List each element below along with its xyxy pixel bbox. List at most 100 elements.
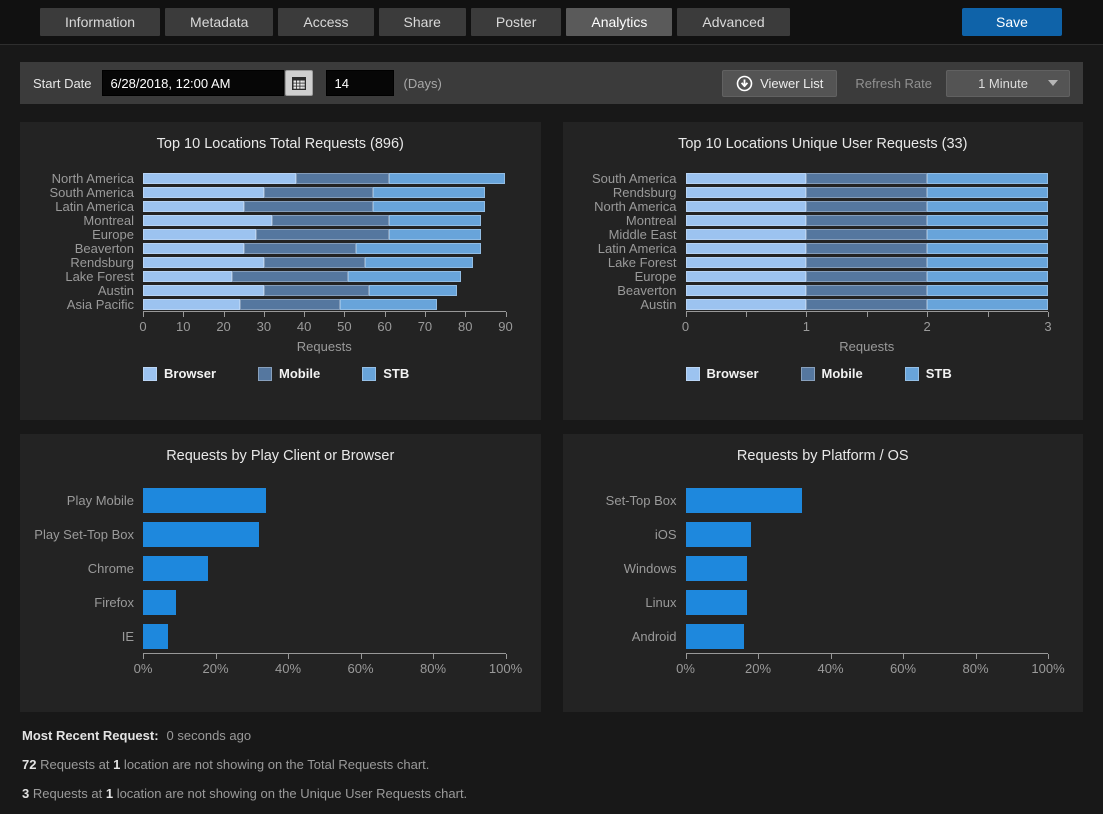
viewer-list-button[interactable]: Viewer List — [722, 69, 838, 97]
bar — [143, 623, 169, 649]
bar-segment-stb — [927, 256, 1048, 268]
tab-information[interactable]: Information — [40, 8, 161, 36]
most-recent-request-label: Most Recent Request: — [22, 728, 159, 743]
bar-row: Set-Top Box — [563, 483, 1084, 517]
chart-bars: South America Rendsburg North America Montr… — [563, 171, 1084, 312]
tab-analytics[interactable]: Analytics — [566, 8, 673, 36]
tab-metadata[interactable]: Metadata — [165, 8, 274, 36]
category-label: North America — [51, 170, 134, 186]
bar-track — [685, 297, 1049, 311]
bar-segment-mobile — [806, 214, 928, 226]
bar-row: Europe — [20, 227, 541, 242]
bar-segment-stb — [927, 172, 1048, 184]
bar-segment-mobile — [255, 228, 389, 240]
bar-segment-browser — [143, 214, 272, 226]
axis-tick — [903, 654, 904, 659]
start-date-input[interactable] — [101, 70, 284, 96]
category-label: Rendsburg — [70, 254, 134, 270]
category-label: Middle East — [608, 226, 677, 242]
charts-grid: Top 10 Locations Total Requests (896) Nor… — [20, 122, 1083, 712]
bar-track — [685, 171, 1049, 185]
axis-tick — [975, 654, 977, 659]
chart-panel-total-requests: Top 10 Locations Total Requests (896) Nor… — [20, 122, 541, 420]
calendar-button[interactable] — [284, 70, 313, 96]
bar-row: Lake Forest — [20, 269, 541, 284]
bar — [143, 589, 176, 615]
axis-tick — [685, 654, 687, 659]
most-recent-request: Most Recent Request: 0 seconds ago — [22, 728, 1103, 743]
bar-segment-browser — [685, 284, 807, 296]
bar-track — [685, 619, 1049, 653]
bar-row: Android — [563, 619, 1084, 653]
x-axis-label: Requests — [839, 339, 895, 354]
bar-segment-stb — [927, 214, 1048, 226]
axis-tick — [143, 654, 144, 659]
bar-row: IE — [20, 619, 541, 653]
axis-tick — [288, 654, 289, 659]
axis-tick — [223, 312, 225, 317]
legend-swatch-browser — [143, 366, 157, 381]
legend-swatch-stb — [904, 366, 919, 381]
bar-track — [143, 551, 506, 585]
bar-track — [685, 199, 1049, 213]
bar-row: Beaverton — [20, 241, 541, 256]
bar — [143, 487, 267, 513]
bar-segment-browser — [143, 270, 232, 282]
bar-segment-browser — [685, 270, 807, 282]
x-axis: 0% 20% 40% 60% 80% 100% — [676, 653, 1065, 679]
bar-segment-stb — [927, 186, 1048, 198]
axis-tick-label: 40% — [274, 661, 302, 676]
bar-track — [143, 283, 506, 297]
category-label: Windows — [623, 560, 677, 576]
legend-swatch-mobile — [258, 366, 273, 381]
axis-tick-label: 80% — [962, 661, 989, 676]
bar-row: Lake Forest — [563, 255, 1084, 270]
bar-segment-mobile — [806, 228, 928, 240]
bar-row: North America — [563, 199, 1084, 214]
category-label: iOS — [654, 526, 677, 542]
download-circle-icon — [736, 75, 753, 92]
save-button[interactable]: Save — [962, 8, 1062, 36]
tab-advanced[interactable]: Advanced — [677, 8, 790, 36]
category-label: Rendsburg — [612, 184, 677, 200]
bar-segment-mobile — [263, 186, 373, 198]
analytics-toolbar: Start Date (Days) V — [20, 62, 1083, 104]
bar-segment-stb — [388, 172, 506, 184]
bar-segment-mobile — [806, 256, 928, 268]
bar-track — [143, 255, 506, 269]
refresh-rate-dropdown[interactable]: 1 Minute — [946, 69, 1070, 97]
bar-row: Montreal — [20, 213, 541, 228]
bar-segment-browser — [143, 172, 297, 184]
chart-plot: South America Rendsburg North America Montr… — [563, 171, 1084, 382]
tab-access[interactable]: Access — [278, 8, 374, 36]
bar-row: Latin America — [20, 199, 541, 214]
bar-segment-browser — [685, 228, 807, 240]
legend-label: STB — [925, 366, 952, 381]
tab-share[interactable]: Share — [378, 8, 466, 36]
bar — [685, 521, 751, 547]
bar-track — [143, 517, 506, 551]
tab-poster[interactable]: Poster — [470, 8, 562, 36]
axis-tick-label: 60% — [889, 661, 917, 676]
start-date-label: Start Date — [33, 75, 92, 91]
axis-tick-label: 60 — [377, 319, 392, 334]
chart-bars: Set-Top Box iOS Windows Linux Android — [563, 483, 1084, 653]
axis-tick — [304, 312, 306, 317]
x-axis: 0 10 20 30 40 50 60 70 80 90 — [139, 311, 513, 337]
chart-title: Requests by Play Client or Browser — [166, 448, 395, 464]
bar — [685, 555, 748, 581]
days-input[interactable] — [325, 70, 394, 96]
unique-requests-note: 3 Requests at 1 location are not showing… — [22, 786, 468, 801]
axis-tick-label: 20 — [216, 319, 231, 334]
chart-plot: Set-Top Box iOS Windows Linux Android 0% 20% 40… — [563, 483, 1084, 679]
bar-segment-browser — [685, 214, 807, 226]
bar-row: North America — [20, 170, 541, 186]
legend-label: Browser — [706, 366, 759, 381]
category-label: Play Mobile — [66, 492, 134, 508]
chevron-down-icon — [1048, 80, 1058, 86]
chart-bars: Play Mobile Play Set-Top Box Chrome Firefox… — [20, 483, 541, 653]
bar-segment-stb — [927, 284, 1048, 296]
bar-segment-mobile — [806, 172, 928, 184]
bar-track — [685, 551, 1049, 585]
bar — [143, 555, 209, 581]
